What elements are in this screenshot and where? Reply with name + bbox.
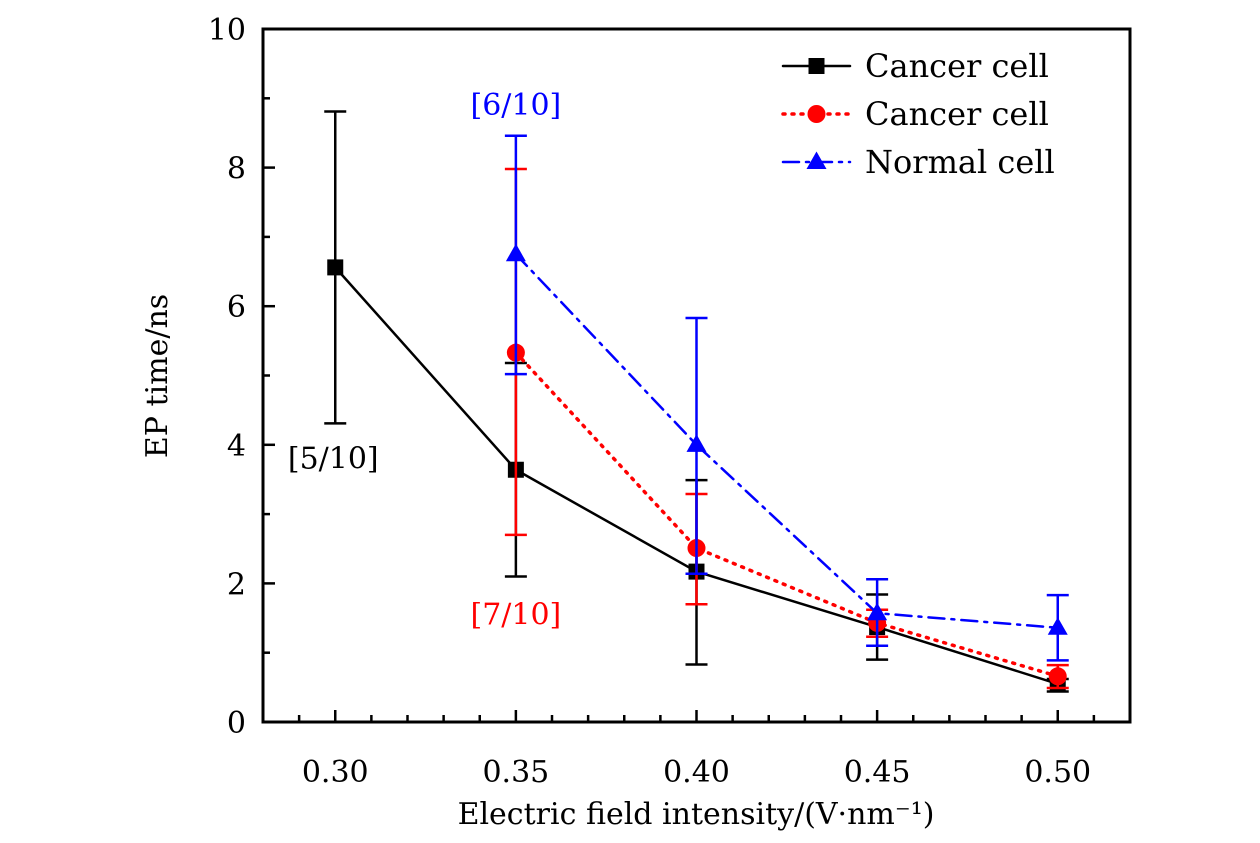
x-tick-label: 0.30: [302, 755, 369, 790]
legend-item: Cancer cell: [781, 47, 1049, 85]
data-point: [1047, 617, 1068, 635]
legend-marker: [806, 151, 827, 170]
legend-item: Normal cell: [781, 143, 1055, 181]
x-tick-labels: 0.30 0.35 0.40 0.45 0.50: [302, 755, 1091, 790]
legend-label: Normal cell: [865, 143, 1055, 181]
legend-label: Cancer cell: [865, 95, 1049, 133]
x-tick-label: 0.45: [844, 755, 911, 790]
annotations: [5/10] [6/10] [7/10]: [288, 88, 561, 632]
axis-ticks: [263, 97, 1096, 722]
annotation-label: [6/10]: [470, 88, 561, 123]
y-axis-title: EP time/ns: [140, 294, 175, 458]
x-tick-label: 0.35: [482, 755, 549, 790]
y-tick-label: 4: [227, 429, 246, 464]
series-3: [504, 134, 1069, 662]
y-tick-label: 8: [227, 152, 246, 187]
x-tick-label: 0.50: [1024, 755, 1091, 790]
data-point: [505, 243, 526, 262]
legend-marker: [808, 58, 825, 74]
annotation-label: [7/10]: [470, 598, 561, 633]
y-tick-labels: 0 2 4 6 8 10: [208, 13, 246, 741]
data-point: [867, 602, 888, 621]
y-tick-label: 2: [227, 567, 246, 602]
data-point: [327, 259, 344, 276]
series: [324, 110, 1069, 693]
x-tick-label: 0.40: [663, 755, 730, 790]
series-2: [504, 167, 1069, 690]
y-tick-label: 0: [227, 706, 246, 741]
annotation-label: [5/10]: [288, 442, 379, 477]
legend: Cancer cell Cancer cell Normal cell: [781, 47, 1055, 181]
data-point: [1048, 667, 1067, 686]
series-line: [514, 252, 1059, 630]
legend-item: Cancer cell: [781, 95, 1049, 133]
legend-marker: [807, 105, 826, 123]
y-tick-label: 6: [227, 290, 246, 325]
y-tick-label: 10: [208, 13, 246, 48]
data-point: [686, 434, 707, 452]
legend-label: Cancer cell: [865, 47, 1049, 85]
x-axis-title: Electric field intensity/(V·nm⁻¹): [458, 797, 935, 832]
